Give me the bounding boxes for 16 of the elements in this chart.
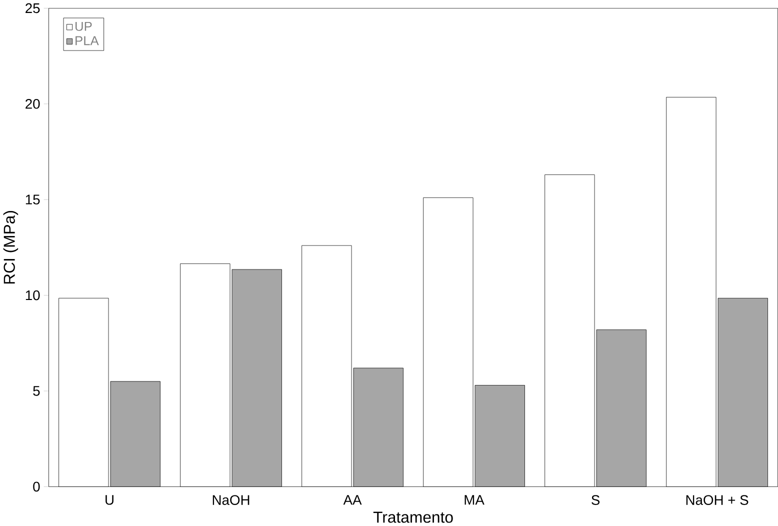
x-tick-label: AA bbox=[343, 495, 362, 505]
y-tick-label: 0 bbox=[33, 482, 40, 492]
y-tick-label: 25 bbox=[26, 3, 40, 14]
y-tick-label: 10 bbox=[26, 290, 40, 300]
x-axis-title: Tratamento bbox=[373, 512, 453, 523]
y-tick-label: 15 bbox=[26, 194, 40, 204]
x-tick-label: NaOH bbox=[212, 495, 250, 505]
y-axis-title: RCI (MPa) bbox=[3, 210, 18, 284]
legend-label: UP bbox=[76, 22, 92, 31]
x-tick-label: S bbox=[592, 495, 600, 505]
legend-label: PLA bbox=[76, 36, 99, 46]
x-tick-label: MA bbox=[464, 495, 484, 505]
y-tick-label: 20 bbox=[26, 98, 40, 109]
y-tick-label: 5 bbox=[33, 386, 40, 396]
x-tick-label: U bbox=[106, 495, 114, 505]
x-tick-label: NaOH + S bbox=[686, 495, 748, 505]
